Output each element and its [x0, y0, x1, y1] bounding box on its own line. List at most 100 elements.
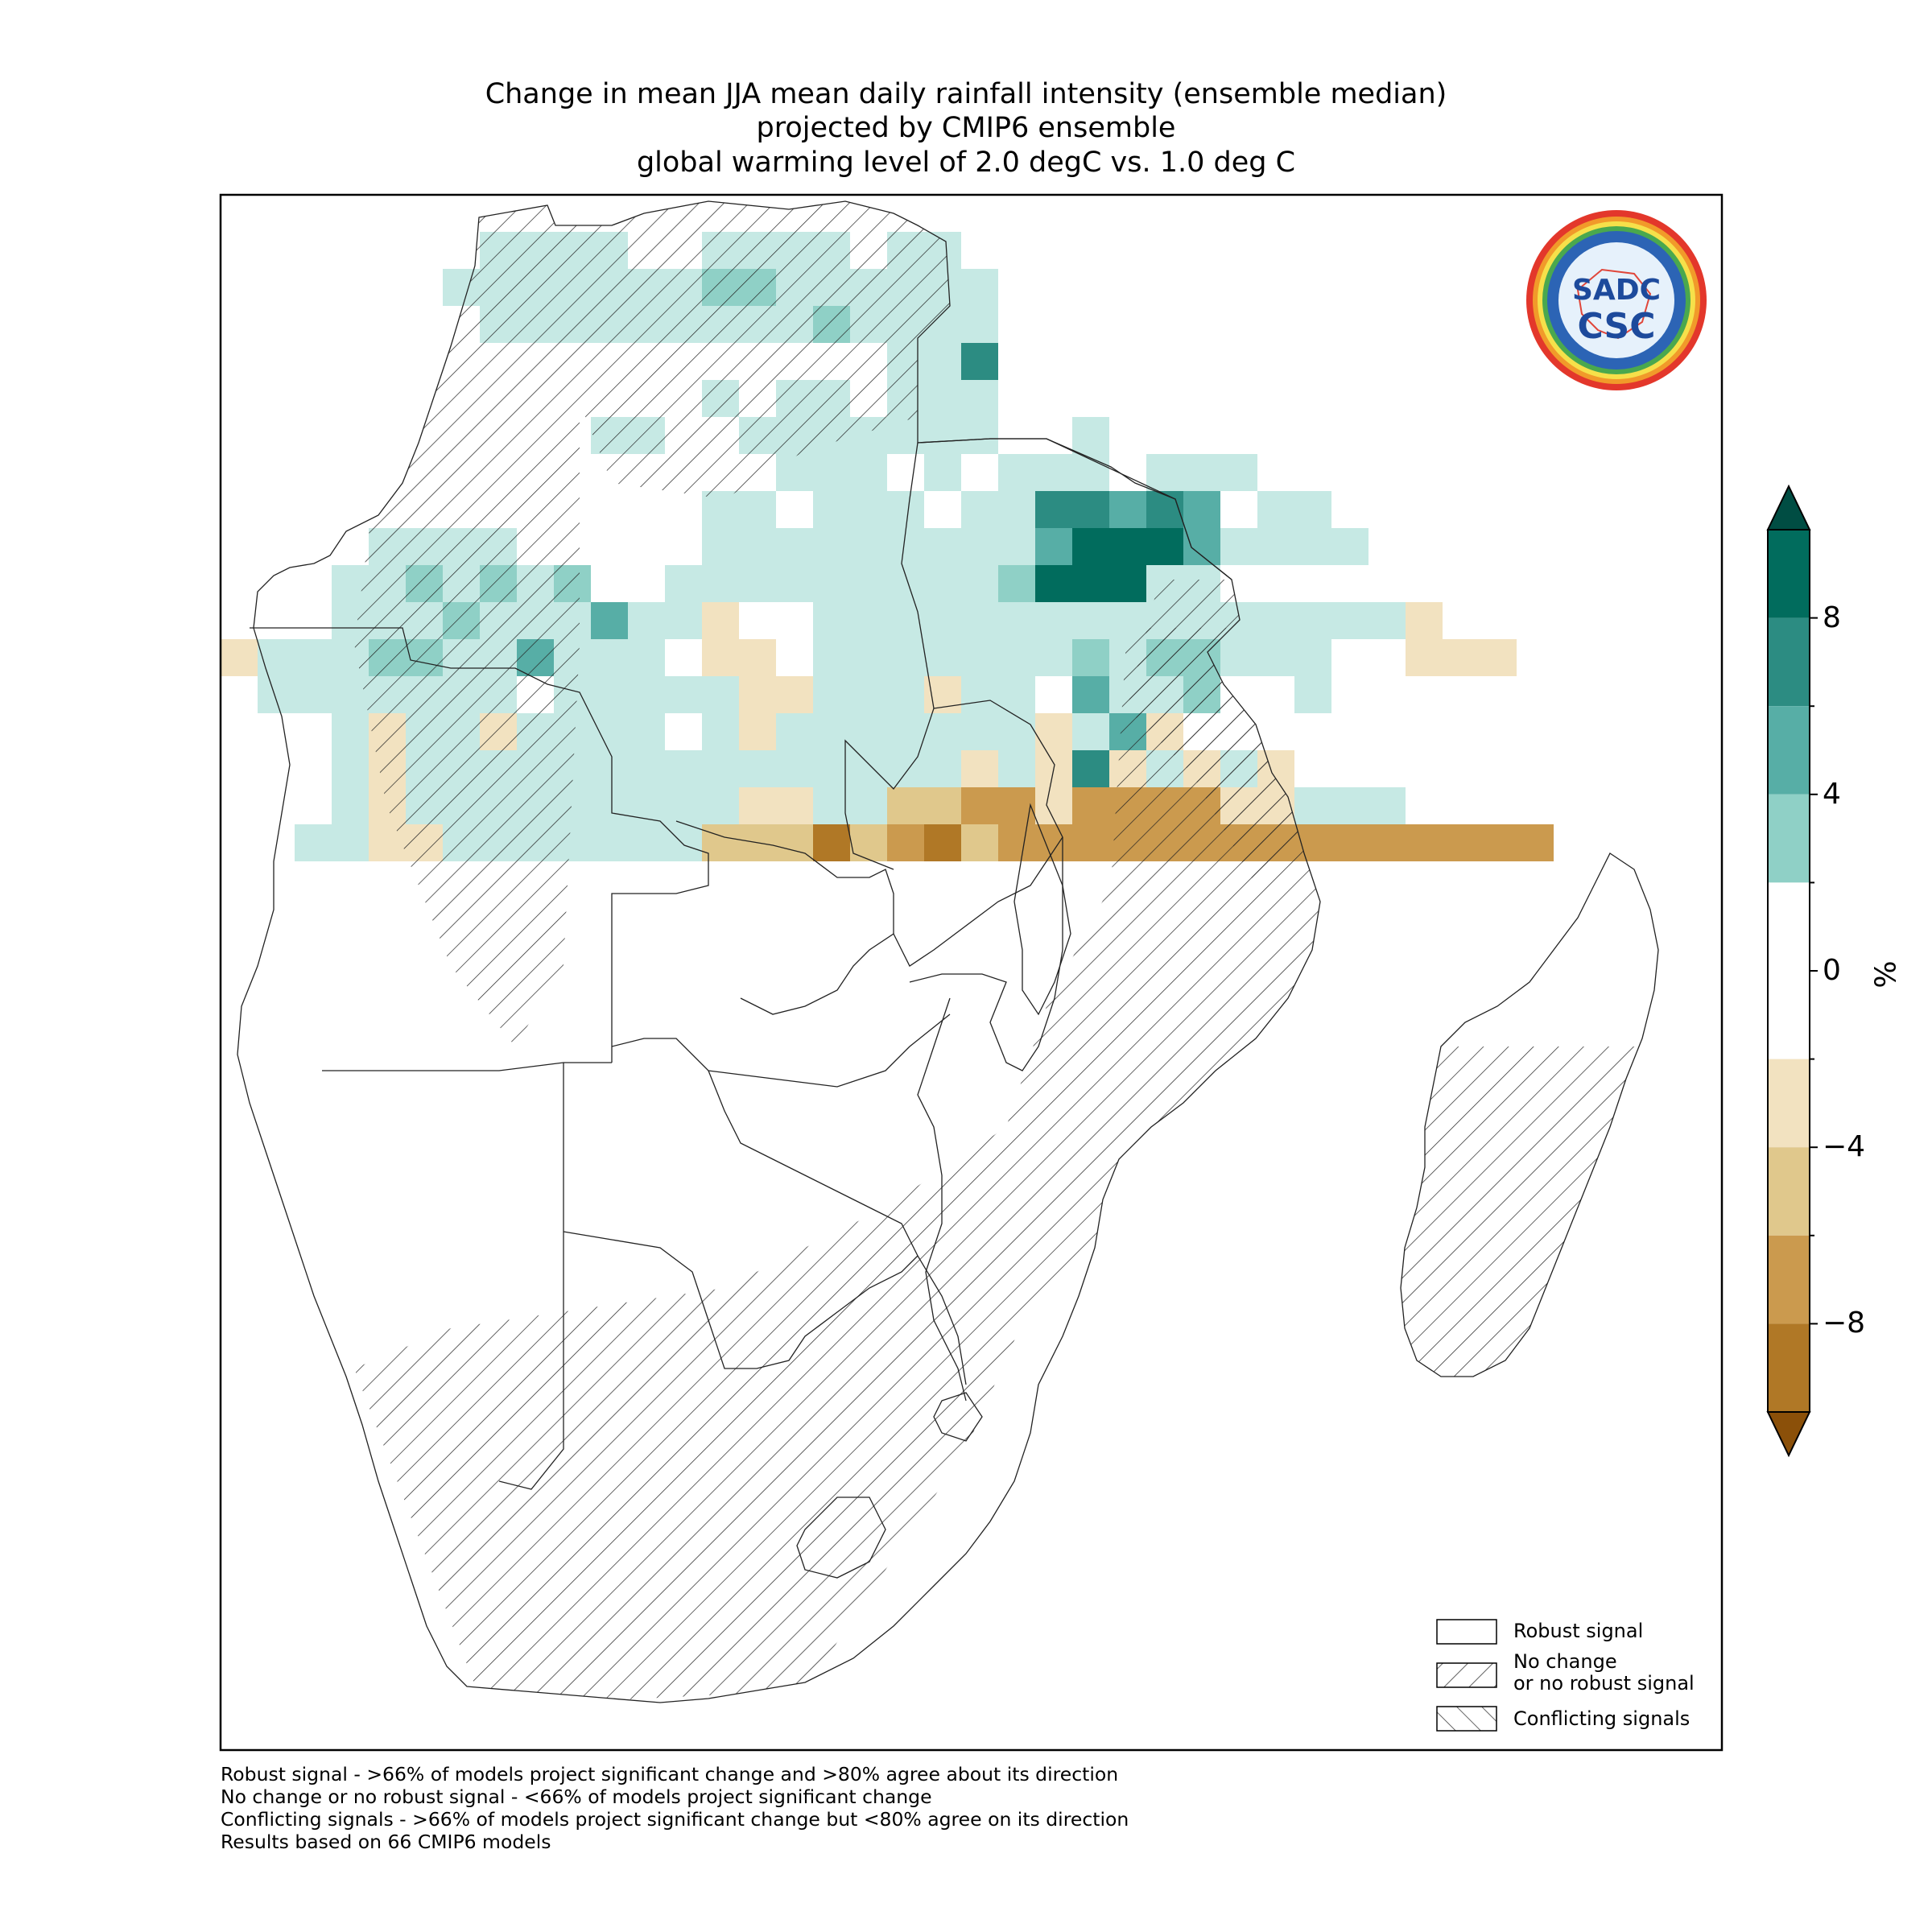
footnote-no-change: No change or no robust signal - <66% of …: [221, 1785, 932, 1808]
border-tanzania: [893, 700, 1063, 967]
map-cell: [739, 528, 776, 565]
map-cell: [665, 824, 702, 861]
map-cell: [1331, 528, 1368, 565]
map-cell: [813, 750, 850, 787]
map-cell: [258, 639, 295, 676]
map-cell: [1331, 824, 1368, 861]
lesotho-outline: [796, 1496, 886, 1579]
colorbar-bin: [1768, 1059, 1810, 1148]
map-cell: [998, 565, 1035, 602]
tanzania-north-border: [917, 438, 1232, 580]
border-drc-east: [844, 442, 935, 870]
map-cell: [1331, 787, 1368, 824]
colorbar-tick-label: −4: [1823, 1130, 1866, 1164]
map-cell: [1072, 454, 1109, 491]
map-cell: [1146, 491, 1183, 528]
legend-label-no-change-1: No change: [1513, 1650, 1617, 1673]
map-cell: [924, 343, 961, 380]
map-cell: [1368, 787, 1406, 824]
map-cell: [998, 639, 1035, 676]
map-cell: [702, 602, 739, 639]
map-cell: [1294, 491, 1331, 528]
map-cell: [1072, 528, 1109, 565]
map-cell: [665, 787, 702, 824]
colorbar-min-arrow: [1766, 1411, 1811, 1458]
map-cell: [739, 713, 776, 750]
colorbar-bin: [1768, 530, 1810, 618]
map-cell: [887, 565, 924, 602]
map-cell: [961, 602, 998, 639]
map-cell: [776, 787, 813, 824]
colorbar-bin: [1768, 706, 1810, 795]
map-cell: [924, 750, 961, 787]
map-cell: [1035, 454, 1072, 491]
colorbar-tick-label: 4: [1823, 777, 1841, 811]
country-borders: [237, 200, 1659, 1703]
footnote-robust: Robust signal - >66% of models project s…: [221, 1763, 1119, 1785]
map-cell: [998, 750, 1035, 787]
map-cell: [332, 824, 369, 861]
colorbar-tick-label: 0: [1823, 954, 1841, 987]
map-cell: [1294, 787, 1331, 824]
map-cell: [998, 528, 1035, 565]
map-cell: [850, 639, 887, 676]
map-cell: [998, 676, 1035, 713]
map-cell: [332, 750, 369, 787]
map-cell: [702, 787, 739, 824]
hatch-region-east: [1127, 580, 1320, 886]
map-cell: [924, 417, 961, 454]
map-cell: [1072, 602, 1109, 639]
map-cell: [332, 787, 369, 824]
map-cell: [702, 639, 739, 676]
border-botswana-zimbabwe: [708, 1070, 919, 1257]
map-cell: [628, 639, 665, 676]
map-cell: [813, 713, 850, 750]
map-cell: [1183, 454, 1220, 491]
map-cell: [1220, 454, 1257, 491]
map-cell: [1443, 824, 1480, 861]
map-cell: [739, 639, 776, 676]
map-cell: [295, 639, 332, 676]
footnote-conflicting: Conflicting signals - >66% of models pro…: [221, 1808, 1129, 1831]
map-cell: [1035, 491, 1072, 528]
map-cell: [1480, 824, 1517, 861]
map-cell: [332, 713, 369, 750]
map-cell: [961, 824, 998, 861]
colorbar-unit-label: %: [1869, 960, 1903, 989]
map-cell: [776, 528, 813, 565]
map-cell: [702, 676, 739, 713]
map-cell: [591, 676, 628, 713]
map-cell: [1109, 491, 1146, 528]
legend-swatch-no-change: [1436, 1662, 1497, 1688]
map-cell: [221, 639, 258, 676]
map-cell: [591, 639, 628, 676]
map-cell: [961, 417, 998, 454]
map-cell: [887, 639, 924, 676]
map-cell: [887, 787, 924, 824]
map-cell: [1294, 602, 1331, 639]
map-cell: [887, 713, 924, 750]
map-cell: [1072, 565, 1109, 602]
legend-label-no-change-2: or no robust signal: [1513, 1672, 1695, 1695]
map-cell: [887, 491, 924, 528]
hatch-region-southeast: [354, 628, 1320, 1703]
map-cell: [961, 639, 998, 676]
map-cell: [1406, 602, 1443, 639]
map-cell: [961, 713, 998, 750]
map-cell: [591, 824, 628, 861]
colorbar-bin: [1768, 1235, 1810, 1324]
map-cell: [961, 491, 998, 528]
map-cell: [1183, 491, 1220, 528]
map-cell: [924, 787, 961, 824]
map-cell: [1183, 528, 1220, 565]
map-cell: [1072, 787, 1109, 824]
logo-text-sadc: SADC: [1572, 274, 1661, 307]
map-cell: [850, 676, 887, 713]
map-cell: [924, 380, 961, 417]
map-cell: [628, 713, 665, 750]
map-cell: [924, 565, 961, 602]
map-cell: [591, 602, 628, 639]
legend-label-robust: Robust signal: [1513, 1620, 1644, 1642]
map-cell: [1257, 639, 1294, 676]
